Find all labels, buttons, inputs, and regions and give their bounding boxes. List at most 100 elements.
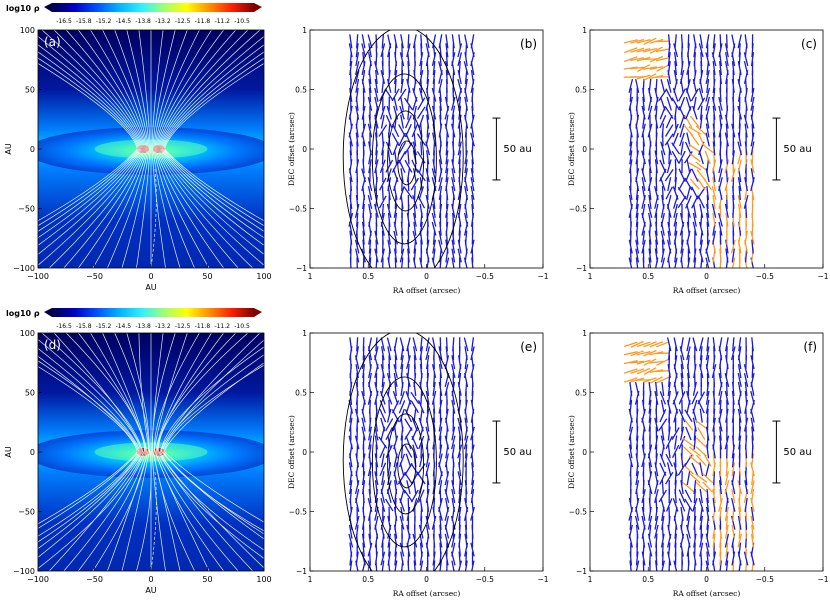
polarization-vector — [733, 177, 734, 191]
polarization-vector — [459, 61, 460, 75]
vector-field — [624, 34, 754, 271]
polarization-vector — [395, 427, 397, 441]
y-tick-label: 0.5 — [575, 86, 587, 95]
polarization-vector — [649, 382, 651, 396]
y-axis-label: DEC offset (arcsec) — [287, 415, 296, 489]
scale-bar-label: 50 au — [783, 144, 811, 155]
x-tick-label: −0.5 — [476, 575, 494, 584]
y-axis-label: DEC offset (arcsec) — [287, 112, 296, 186]
y-tick-label: −1 — [576, 264, 587, 273]
polarization-vector — [661, 79, 665, 93]
panel-label: (f) — [803, 340, 817, 354]
y-tick-label: −0.5 — [289, 508, 307, 517]
y-axis-label: AU — [4, 446, 13, 457]
polarization-vector — [408, 382, 409, 396]
y-tick-label: 0 — [302, 448, 307, 457]
polarization-vector — [714, 373, 715, 387]
colorbar-tick-label: -15.2 — [96, 18, 112, 25]
y-tick-label: 50 — [25, 389, 35, 398]
x-tick-label: 0 — [148, 575, 153, 584]
polarization-vector — [414, 480, 416, 494]
polarization-vector — [656, 377, 669, 383]
y-tick-label: −0.5 — [569, 205, 587, 214]
y-tick-label: 100 — [20, 329, 35, 338]
y-tick-label: 0.5 — [575, 389, 587, 398]
polarization-vector — [692, 392, 698, 405]
polarization-vector — [421, 34, 422, 48]
colorbar-tick-label: -15.8 — [76, 18, 92, 25]
polarization-vector — [643, 79, 644, 93]
polarization-vector — [389, 453, 390, 467]
polarization-vector — [656, 79, 657, 93]
polarization-vector — [696, 162, 707, 171]
colorbar-max-arrow — [254, 308, 262, 317]
polarization-vector — [452, 34, 454, 48]
polarization-vector — [702, 473, 712, 482]
colorbar-tick-label: -14.5 — [116, 18, 132, 25]
polarization-vector — [415, 543, 416, 557]
polarization-vector — [697, 455, 706, 465]
x-tick-label: 50 — [202, 575, 212, 584]
polarization-vector — [681, 337, 683, 351]
polarization-vector — [421, 141, 422, 155]
polarization-vector — [668, 177, 671, 191]
polarization-vector — [665, 169, 673, 181]
y-tick-label: 0 — [30, 145, 35, 154]
polarization-vector — [691, 116, 700, 127]
x-tick-label: 0.5 — [362, 575, 374, 584]
polarization-vector — [745, 34, 747, 48]
x-axis-label: RA offset (arcsec) — [673, 286, 741, 295]
colorbar-min-arrow — [44, 308, 52, 317]
polarization-vector — [662, 186, 663, 200]
y-tick-label: 1 — [302, 329, 307, 338]
polarization-vector — [675, 159, 676, 173]
polarization-vector — [685, 410, 692, 422]
vector-field — [624, 337, 754, 574]
colorbar-label: log10 ρ — [6, 309, 40, 318]
polarization-vector — [698, 133, 704, 146]
polarization-vector — [706, 462, 709, 476]
x-tick-label: −0.5 — [756, 575, 774, 584]
x-tick-label: 100 — [256, 272, 271, 281]
polarization-vector — [472, 141, 473, 155]
y-tick-label: 1 — [302, 26, 307, 35]
x-tick-label: 50 — [202, 272, 212, 281]
polarization-vector — [727, 34, 728, 48]
polarization-vector — [669, 34, 670, 48]
colorbar-min-arrow — [44, 3, 52, 12]
x-tick-label: 0 — [424, 272, 429, 281]
polarization-vector — [683, 483, 694, 492]
colorbar-tick-label: -16.5 — [56, 323, 72, 330]
y-axis-label: DEC offset (arcsec) — [567, 112, 576, 186]
colorbar-tick-label: -12.5 — [175, 18, 191, 25]
y-tick-label: −0.5 — [569, 508, 587, 517]
polarization-vector — [370, 552, 371, 566]
polarization-vector — [668, 195, 671, 209]
polarization-vector — [406, 454, 410, 467]
scale-bar-label: 50 au — [783, 447, 811, 458]
polarization-vector — [399, 124, 406, 136]
polarization-vector — [471, 34, 473, 48]
y-axis-label: AU — [4, 143, 13, 154]
polarization-vector — [388, 150, 390, 164]
y-tick-label: 0 — [302, 145, 307, 154]
colorbar-tick-label: -10.5 — [234, 18, 250, 25]
colorbar-tick-label: -11.2 — [214, 323, 230, 330]
x-tick-label: −1 — [537, 272, 548, 281]
polarization-vector — [382, 453, 385, 467]
polarization-vector — [447, 132, 448, 146]
y-tick-label: 0.5 — [295, 389, 307, 398]
polarization-vector — [686, 142, 692, 155]
polarization-vector — [369, 337, 372, 351]
polarization-vector — [401, 418, 403, 432]
x-tick-label: 0 — [148, 272, 153, 281]
polarization-vector — [380, 445, 386, 458]
polarization-vector — [691, 89, 698, 101]
panel-label: (d) — [44, 338, 61, 352]
polarization-vector — [656, 342, 669, 347]
polarization-vector — [408, 106, 409, 120]
polarization-vector — [668, 444, 670, 458]
polarization-vector — [472, 249, 473, 263]
colorbar-1: log10 ρ-16.5-15.8-15.2-14.5-13.8-13.2-12… — [6, 308, 262, 330]
